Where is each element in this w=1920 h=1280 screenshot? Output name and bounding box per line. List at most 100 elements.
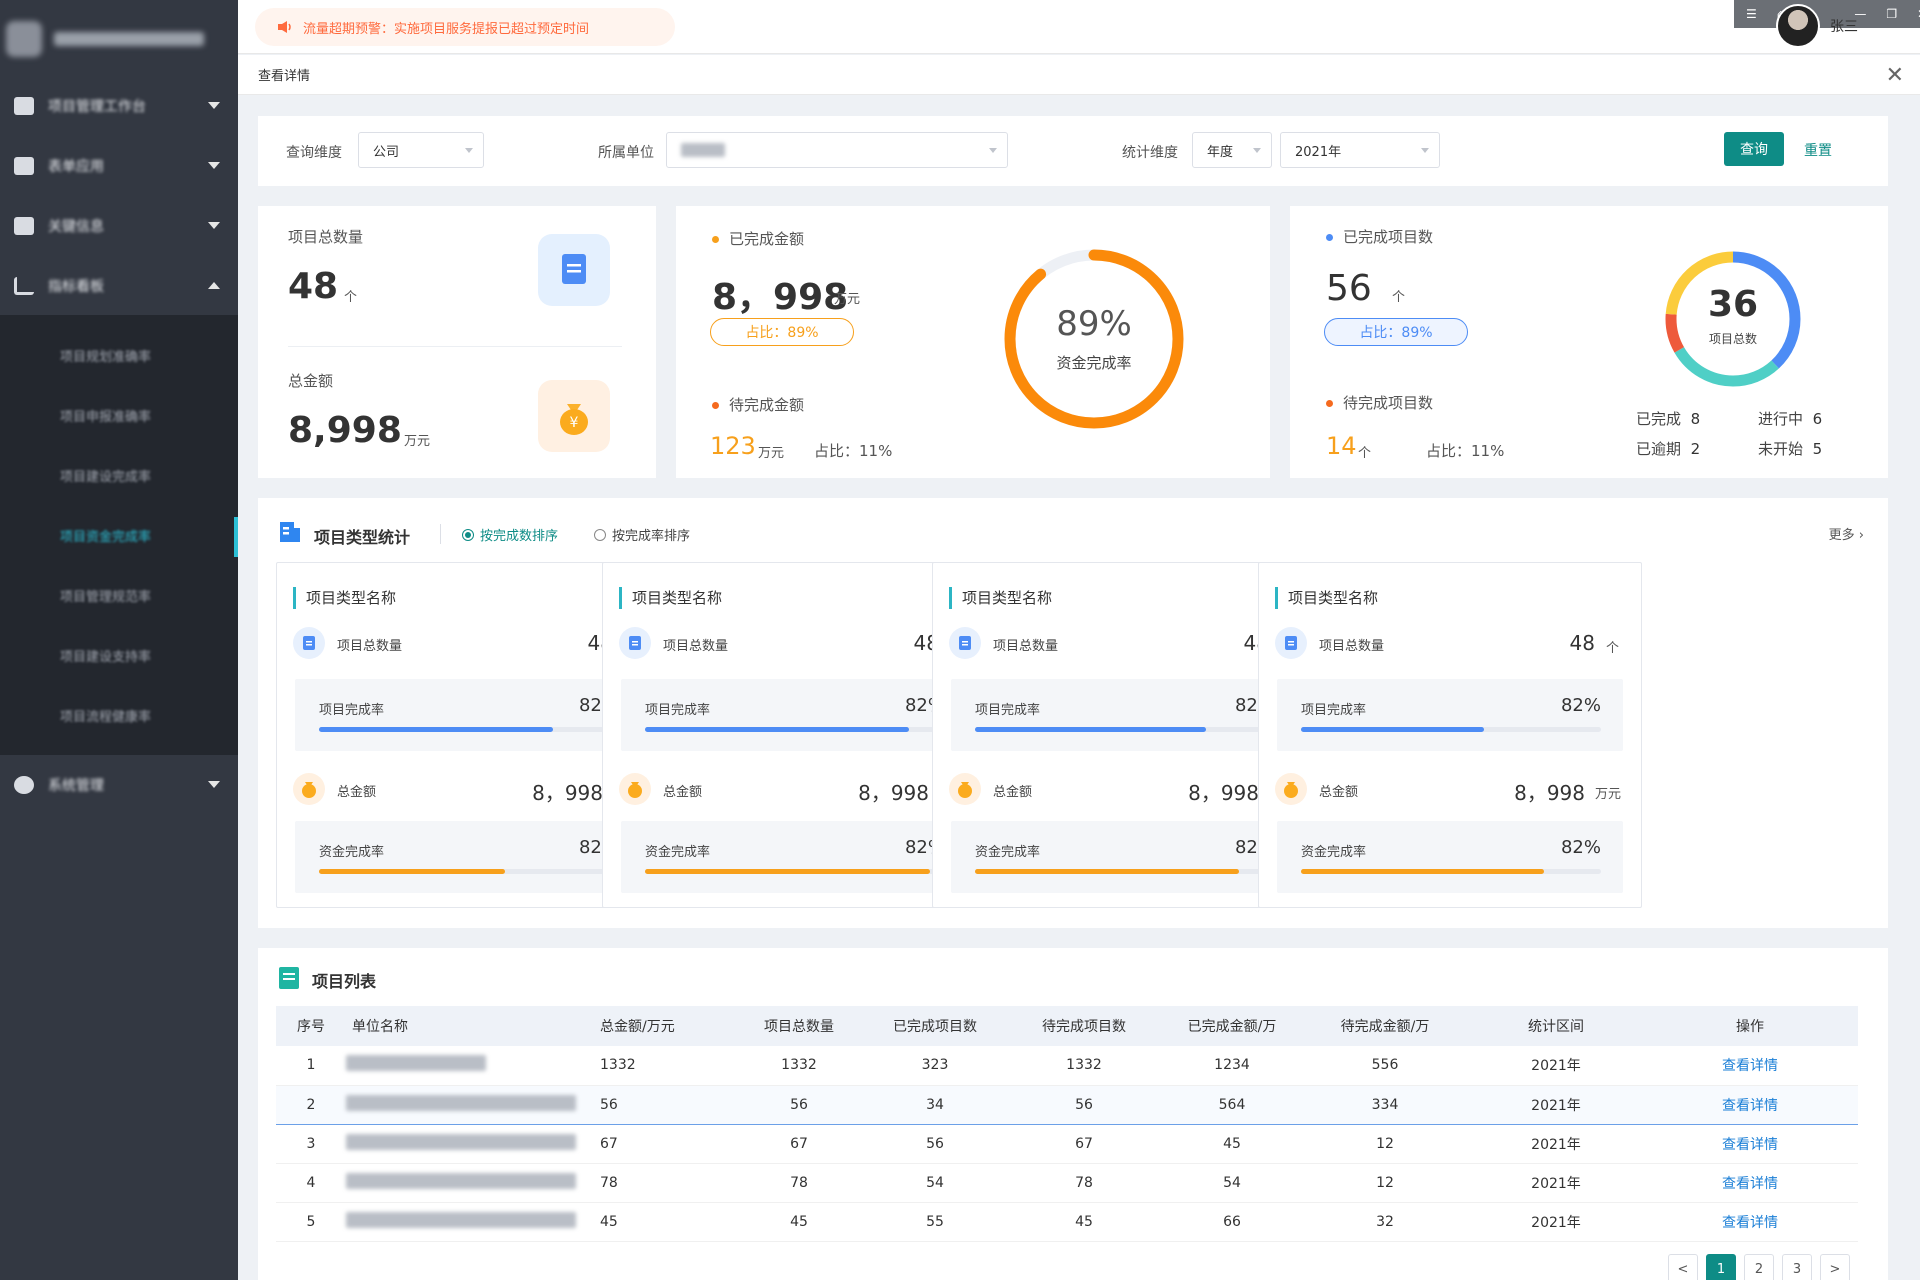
cell-period: 2021年 bbox=[1470, 1202, 1642, 1242]
table-row[interactable]: 1 1332 1332 323 1332 1234 556 2021年 查看详情 bbox=[276, 1046, 1858, 1086]
close-window-icon[interactable]: ✕ bbox=[1917, 7, 1920, 21]
view-detail-link[interactable]: 查看详情 bbox=[1722, 1136, 1778, 1153]
nav-forms[interactable]: 表单应用 bbox=[0, 136, 238, 196]
topbar: 流量超期预警：实施项目服务提报已超过预定时间 ☰ ⌂ — ❐ ✕ 张三 bbox=[238, 0, 1920, 54]
form-icon bbox=[14, 157, 34, 175]
next-page-button[interactable]: > bbox=[1820, 1254, 1850, 1280]
total-projects-label: 项目总数量 bbox=[288, 228, 364, 246]
cell-total: 67 bbox=[600, 1124, 732, 1164]
page-button-3[interactable]: 3 bbox=[1782, 1254, 1812, 1280]
dashboard-icon bbox=[14, 97, 34, 115]
view-detail-link[interactable]: 查看详情 bbox=[1722, 1175, 1778, 1192]
total-amount-value: 8,998 bbox=[288, 410, 402, 451]
chart-icon bbox=[14, 277, 34, 295]
sub-item-2[interactable]: 项目申报准确率 bbox=[60, 409, 152, 425]
fund-rate-bar bbox=[975, 869, 1275, 874]
dimension-select[interactable]: 公司 bbox=[358, 132, 484, 168]
view-detail-link[interactable]: 查看详情 bbox=[1722, 1214, 1778, 1231]
view-detail-link[interactable]: 查看详情 bbox=[1722, 1097, 1778, 1114]
view-detail-link[interactable]: 查看详情 bbox=[1722, 1058, 1778, 1075]
fund-pending-unit: 万元 bbox=[758, 446, 785, 461]
svg-text:¥: ¥ bbox=[570, 415, 579, 431]
money-bag-icon bbox=[619, 773, 651, 805]
close-icon[interactable]: ✕ bbox=[1885, 63, 1904, 88]
project-card: 已完成项目数 56 个 占比：89% 待完成项目数 14 个 占比：11% 36… bbox=[1290, 206, 1888, 478]
nav-key-info[interactable]: 关键信息 bbox=[0, 196, 238, 256]
unit-name-blurred bbox=[346, 1172, 576, 1189]
table-row[interactable]: 2 56 56 34 56 564 334 2021年 查看详情 bbox=[276, 1084, 1858, 1125]
chevron-down-icon bbox=[208, 102, 220, 109]
nav-indicator-board[interactable]: 指标看板 bbox=[0, 256, 238, 316]
project-table: 序号 单位名称 总金额/万元 项目总数量 已完成项目数 待完成项目数 已完成金额… bbox=[276, 1006, 1858, 1242]
col-header: 待完成金额/万 bbox=[1340, 1019, 1430, 1035]
amount-value: 8，998 bbox=[858, 781, 929, 805]
unit-name-blurred bbox=[346, 1055, 486, 1072]
sub-item-fund-completion[interactable]: 项目资金完成率 bbox=[0, 505, 238, 565]
chevron-up-icon bbox=[208, 282, 220, 289]
type-name: 项目类型名称 bbox=[949, 587, 1052, 609]
reset-button[interactable]: 重置 bbox=[1804, 143, 1832, 159]
fund-done-ratio: 占比：89% bbox=[710, 318, 854, 346]
cell-pending: 1332 bbox=[1004, 1046, 1164, 1086]
cell-pending-amount: 556 bbox=[1300, 1046, 1470, 1086]
sub-item-5[interactable]: 项目管理规范率 bbox=[60, 589, 152, 605]
nav-project-workbench[interactable]: 项目管理工作台 bbox=[0, 76, 238, 136]
unit-select[interactable] bbox=[666, 132, 1008, 168]
sidebar: 项目管理工作台 表单应用 关键信息 指标看板 项目规划准确率 项目申报准确率 项… bbox=[0, 0, 238, 1280]
year-select[interactable]: 2021年 bbox=[1280, 132, 1440, 168]
page-button-1[interactable]: 1 bbox=[1706, 1254, 1736, 1280]
amount-label: 总金额 bbox=[993, 785, 1033, 800]
cell-done: 55 bbox=[866, 1202, 1004, 1242]
dot-icon bbox=[712, 236, 719, 243]
traffic-warning[interactable]: 流量超期预警：实施项目服务提报已超过预定时间 bbox=[255, 8, 675, 46]
total-amount-label: 总金额 bbox=[288, 372, 334, 390]
page-button-2[interactable]: 2 bbox=[1744, 1254, 1774, 1280]
document-icon bbox=[1275, 627, 1307, 659]
project-done-label: 已完成项目数 bbox=[1326, 226, 1433, 247]
chevron-down-icon bbox=[208, 781, 220, 788]
menu-icon[interactable]: ☰ bbox=[1746, 7, 1757, 21]
sub-item-6[interactable]: 项目建设支持率 bbox=[60, 649, 152, 665]
cell-count: 67 bbox=[732, 1124, 866, 1164]
table-row[interactable]: 3 67 67 56 67 45 12 2021年 查看详情 bbox=[276, 1124, 1858, 1164]
cell-done-amount: 45 bbox=[1164, 1124, 1300, 1164]
project-pending-value: 14 bbox=[1326, 432, 1357, 460]
table-row[interactable]: 5 45 45 55 45 66 32 2021年 查看详情 bbox=[276, 1202, 1858, 1242]
table-row[interactable]: 4 78 78 54 78 54 12 2021年 查看详情 bbox=[276, 1163, 1858, 1203]
sort-by-rate-radio[interactable]: 按完成率排序 bbox=[594, 525, 690, 544]
unit-label: 所属单位 bbox=[598, 145, 654, 161]
sub-item-7[interactable]: 项目流程健康率 bbox=[60, 709, 152, 725]
project-done-value: 56 bbox=[1326, 268, 1372, 309]
count-label: 项目总数量 bbox=[993, 639, 1059, 654]
table-header: 序号 单位名称 总金额/万元 项目总数量 已完成项目数 待完成项目数 已完成金额… bbox=[276, 1006, 1858, 1046]
avatar[interactable] bbox=[1776, 4, 1820, 48]
minimize-icon[interactable]: — bbox=[1854, 7, 1867, 21]
cell-total: 56 bbox=[600, 1084, 732, 1125]
project-done-ratio: 占比：89% bbox=[1324, 318, 1468, 346]
user-name[interactable]: 张三 bbox=[1830, 19, 1858, 35]
stat-select[interactable]: 年度 bbox=[1192, 132, 1272, 168]
amount-label: 总金额 bbox=[663, 785, 703, 800]
fund-card: 已完成金额 8，998 万元 占比：89% 待完成金额 123 万元 占比：11… bbox=[676, 206, 1270, 478]
pagination: < 1 2 3 > bbox=[1668, 1254, 1850, 1280]
cell-pending-amount: 12 bbox=[1300, 1124, 1470, 1164]
nav-system[interactable]: 系统管理 bbox=[0, 755, 238, 815]
radio-checked-icon bbox=[462, 528, 474, 541]
chevron-down-icon bbox=[989, 148, 997, 153]
chevron-down-icon bbox=[1421, 148, 1429, 153]
sort-by-count-radio[interactable]: 按完成数排序 bbox=[462, 525, 558, 544]
more-link[interactable]: 更多 › bbox=[1828, 528, 1864, 543]
query-button[interactable]: 查询 bbox=[1724, 132, 1784, 166]
main-area: 流量超期预警：实施项目服务提报已超过预定时间 ☰ ⌂ — ❐ ✕ 张三 查看详情… bbox=[238, 0, 1920, 1280]
sub-item-1[interactable]: 项目规划准确率 bbox=[60, 349, 152, 365]
cell-done-amount: 54 bbox=[1164, 1163, 1300, 1203]
sub-item-3[interactable]: 项目建设完成率 bbox=[60, 469, 152, 485]
prev-page-button[interactable]: < bbox=[1668, 1254, 1698, 1280]
project-rate-box: 项目完成率 82% bbox=[621, 679, 967, 751]
restore-icon[interactable]: ❐ bbox=[1886, 7, 1898, 21]
fund-done-value: 8，998 bbox=[712, 277, 849, 318]
